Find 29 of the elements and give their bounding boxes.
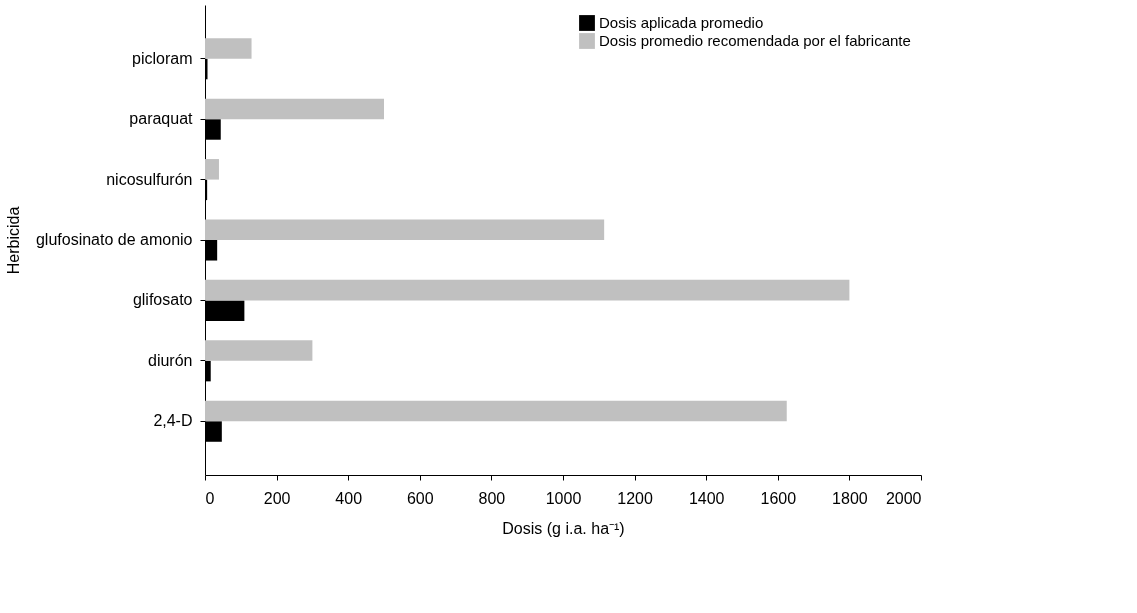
y-tick-label: glufosinato de amonio [35,231,193,248]
y-tick-label: glifosato [132,291,193,309]
x-tick-label: 600 [406,489,434,507]
x-tick-label: 0 [205,489,215,507]
x-tick-label: 2000 [885,489,922,507]
x-tick-label: 1400 [688,489,725,507]
bar [205,38,252,59]
x-tick-label: 800 [478,489,506,507]
bar [205,98,384,120]
x-tick-label: 1800 [832,489,868,507]
legend-label: Dosis promedio recomendada por el fabricante [599,32,911,49]
legend-label: Dosis aplicada promedio [599,14,764,31]
x-tick-label: 1000 [545,489,582,507]
bar [205,159,219,180]
bar [205,340,313,361]
bar [205,279,850,301]
x-tick-label: 200 [263,489,291,507]
y-axis-title: Herbicida [4,206,22,275]
y-tick-label: paraquat [129,110,194,128]
y-tick-label: picloram [132,49,193,67]
x-tick-label: 1200 [617,489,653,507]
x-axis-title: Dosis (g i.a. ha⁻¹) [502,519,625,537]
x-tick-label: 1600 [760,489,797,507]
y-tick-label: 2,4-D [153,412,193,430]
bar [205,400,787,422]
y-tick-label: diurón [148,351,193,369]
bar [205,219,605,240]
y-tick-label: nicosulfurón [106,170,193,188]
x-tick-label: 400 [335,489,363,507]
